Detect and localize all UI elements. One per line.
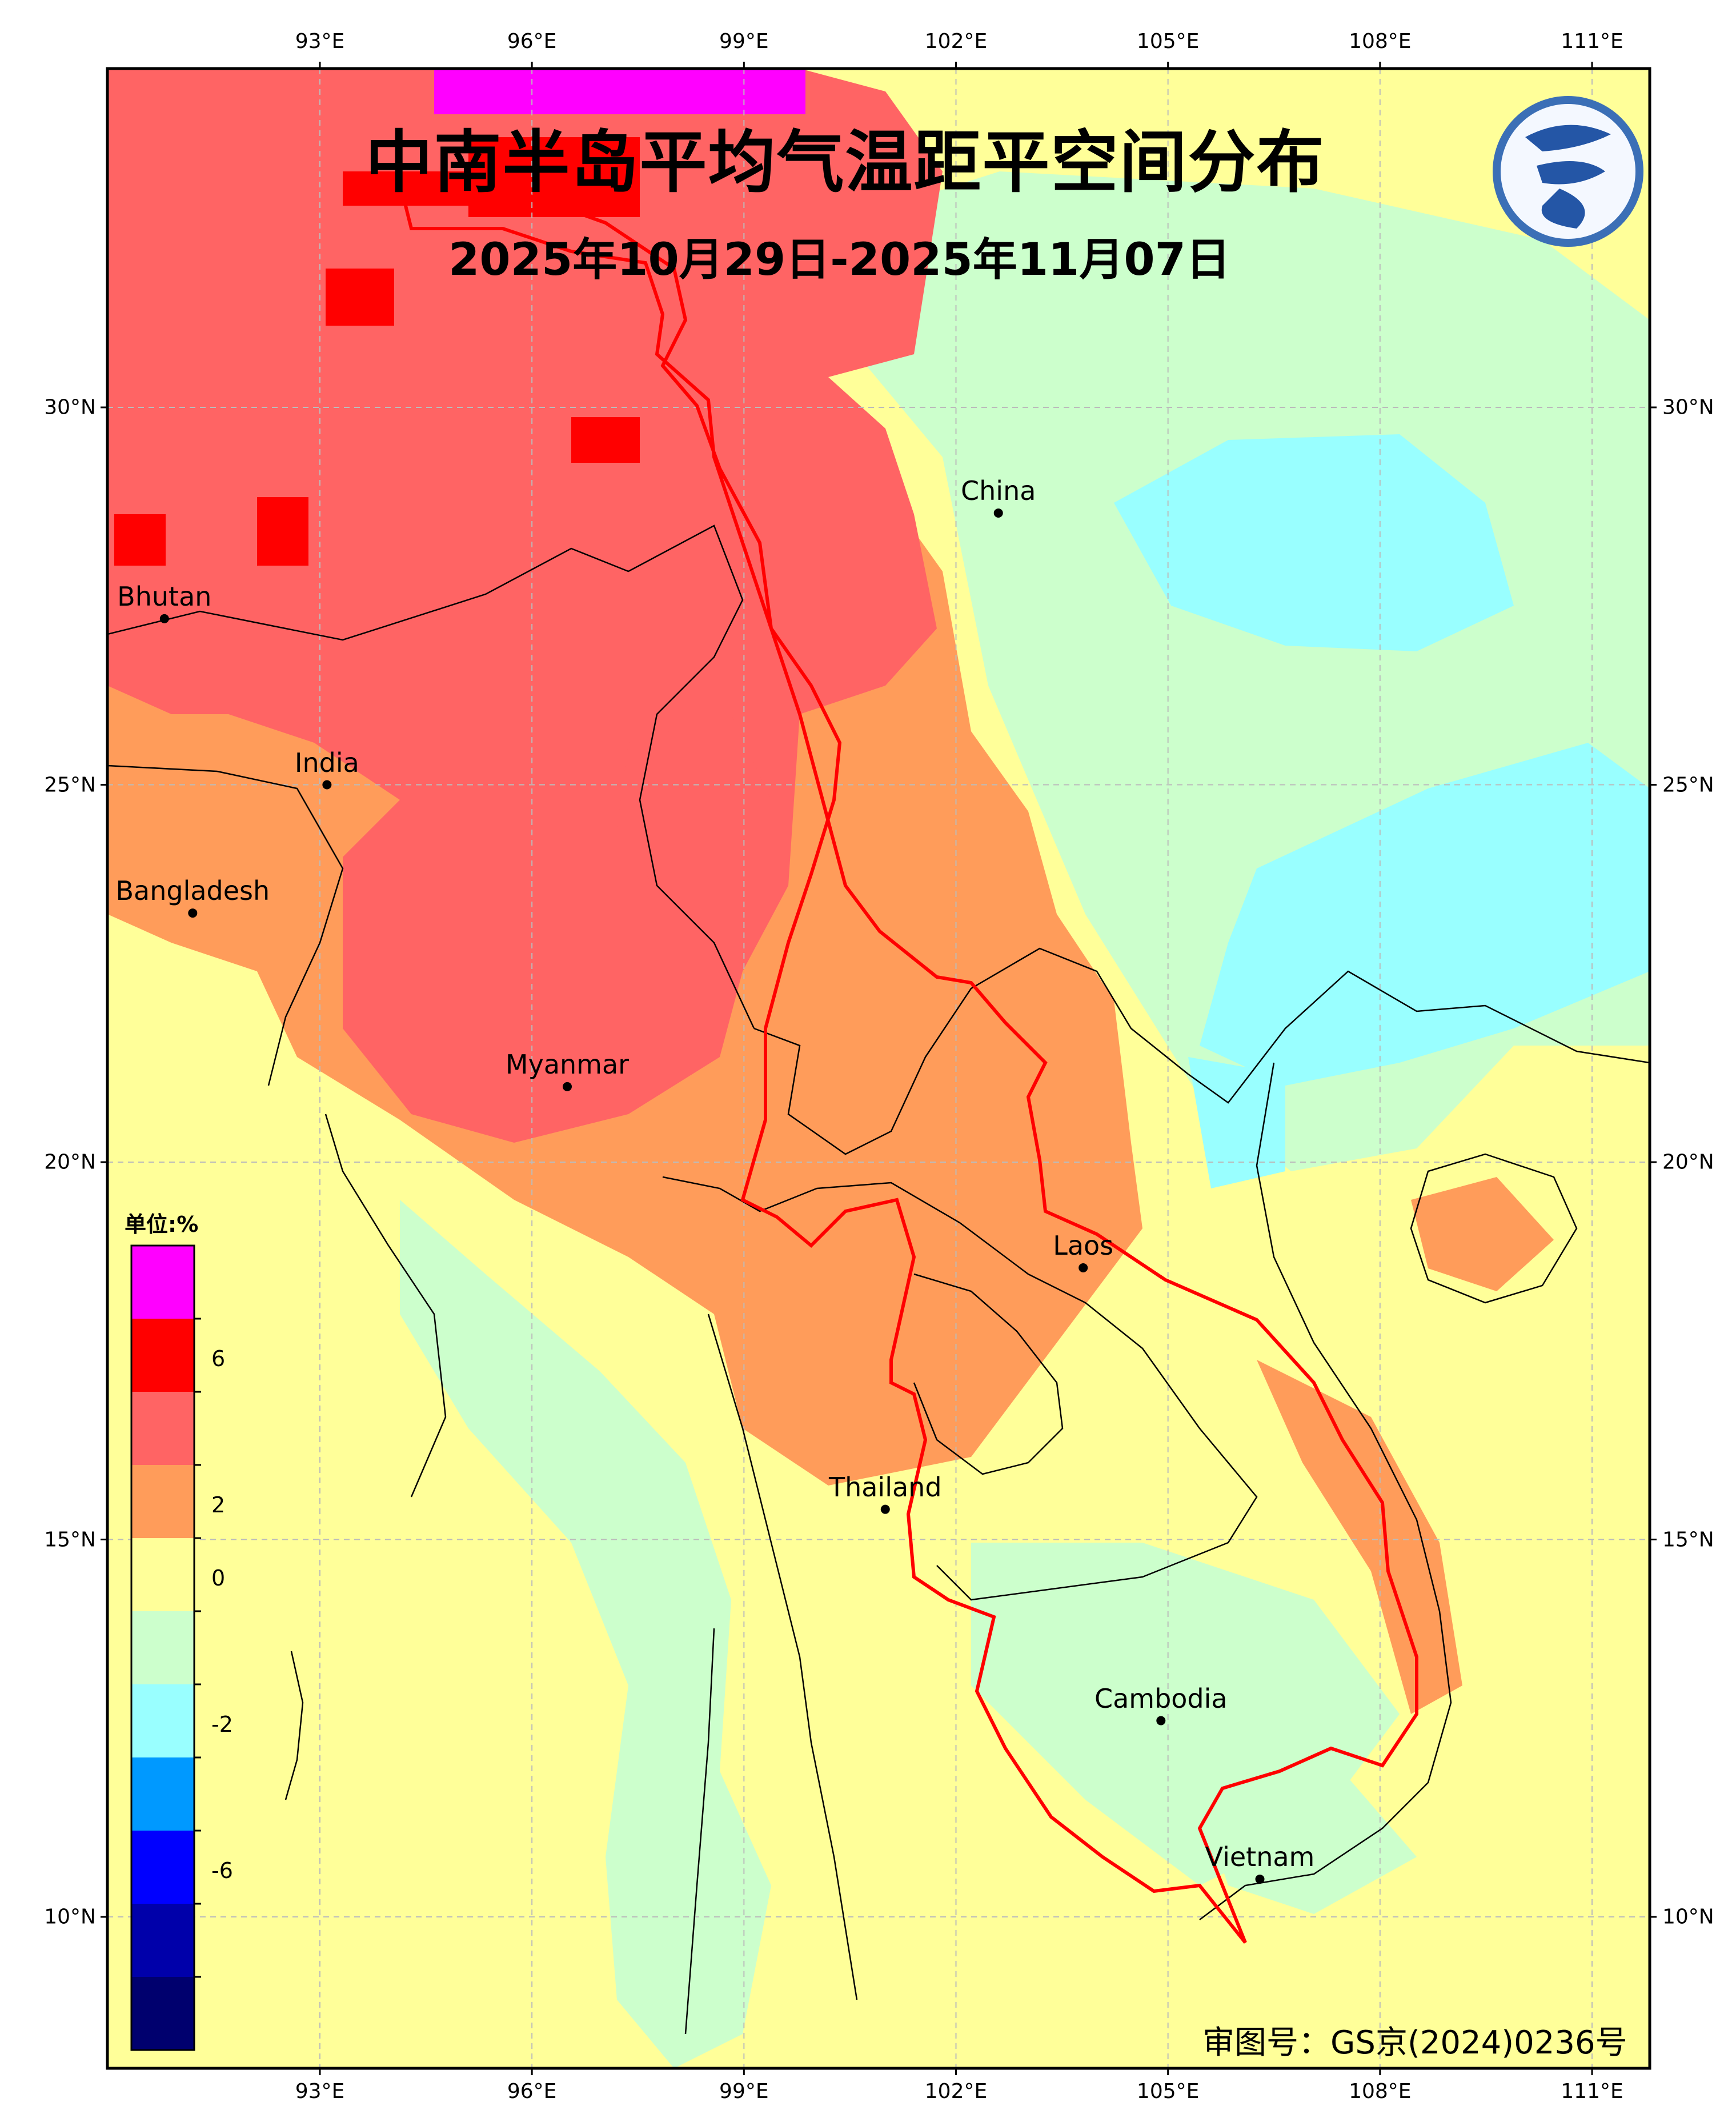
axis-ticks <box>101 62 1657 2075</box>
legend-tick-label: -2 <box>211 1712 233 1737</box>
lon-tick-label-bottom: 93°E <box>295 2080 345 2103</box>
anomaly-field-4-6 <box>326 269 394 326</box>
lon-tick-label-bottom: 105°E <box>1136 2080 1200 2103</box>
map-title: 中南半岛平均气温距平空间分布 <box>365 123 1325 202</box>
approval-number: 审图号：GS京(2024)0236号 <box>1202 2024 1627 2061</box>
city-label: Vietnam <box>1205 1841 1315 1872</box>
cma-logo-icon <box>1493 96 1643 247</box>
lat-tick-label-right: 25°N <box>1662 773 1714 796</box>
legend-tick-label: 6 <box>211 1346 226 1371</box>
peninsula-border <box>398 181 1418 1944</box>
city-dot <box>159 614 169 623</box>
lon-tick-label-top: 93°E <box>295 30 345 53</box>
legend-swatch <box>131 1831 194 1904</box>
legend-frame <box>130 1244 195 2051</box>
legend-swatch <box>131 1538 194 1611</box>
legend-swatch <box>131 1684 194 1757</box>
lat-tick-label-left: 30°N <box>44 395 96 419</box>
city-dot <box>322 780 332 790</box>
anomaly-field-neg2-neg1 <box>1188 1057 1285 1188</box>
lon-tick-label-top: 108°E <box>1349 30 1412 53</box>
anomaly-field-4-6 <box>571 417 640 463</box>
lon-tick-label-bottom: 96°E <box>507 2080 557 2103</box>
city-dot <box>563 1082 572 1091</box>
legend-tick-label: 2 <box>211 1492 226 1518</box>
anomaly-field-1-2 <box>1411 1177 1554 1291</box>
city-label: Bhutan <box>117 580 212 612</box>
date-range: 2025年10月29日-2025年11月07日 <box>448 234 1230 286</box>
city-dot <box>1156 1716 1166 1725</box>
city-label: Cambodia <box>1094 1683 1228 1714</box>
city-label: Bangladesh <box>115 875 270 907</box>
city-dot <box>1255 1874 1265 1884</box>
anomaly-field-1-2 <box>1257 1360 1462 1714</box>
map-area <box>107 69 1650 2068</box>
city-label: China <box>961 475 1036 506</box>
city-label: India <box>294 747 359 778</box>
lon-tick-label-top: 105°E <box>1136 30 1200 53</box>
anomaly-field-neg1-0 <box>1200 1771 1417 1914</box>
anomaly-field-neg2-neg1 <box>1114 434 1514 651</box>
legend-swatch <box>131 1757 194 1831</box>
lon-tick-label-bottom: 102°E <box>924 2080 988 2103</box>
graticule <box>107 69 1650 2068</box>
lon-tick-label-top: 102°E <box>924 30 988 53</box>
lon-tick-label-top: 99°E <box>719 30 769 53</box>
lon-tick-label-top: 111°E <box>1561 30 1623 53</box>
city-label: Myanmar <box>505 1048 630 1080</box>
lat-tick-label-left: 10°N <box>44 1905 96 1929</box>
lon-tick-label-bottom: 99°E <box>719 2080 769 2103</box>
lat-tick-label-left: 15°N <box>44 1528 96 1551</box>
legend-swatch <box>131 1319 194 1392</box>
city-label: Laos <box>1053 1230 1114 1261</box>
city-dot <box>188 908 198 918</box>
legend-swatch <box>131 1246 194 1319</box>
city-markers <box>159 508 1265 1884</box>
anomaly-field-neg2-neg1 <box>1200 743 1650 1086</box>
legend-colorbar <box>130 1244 201 2051</box>
city-dot <box>880 1504 890 1514</box>
city-label: Thailand <box>828 1471 942 1503</box>
legend-swatch <box>131 1611 194 1684</box>
lat-tick-label-left: 20°N <box>44 1150 96 1174</box>
lat-tick-label-right: 20°N <box>1662 1150 1714 1174</box>
country-borders <box>107 525 1650 2035</box>
lon-tick-label-bottom: 111°E <box>1561 2080 1623 2103</box>
lat-tick-label-right: 10°N <box>1662 1905 1714 1929</box>
lon-tick-label-top: 96°E <box>507 30 557 53</box>
legend-tick-label: 0 <box>211 1566 226 1591</box>
legend-swatch <box>131 1392 194 1465</box>
anomaly-field-2-4 <box>617 714 771 914</box>
anomaly-field-neg1-0 <box>400 1200 771 2068</box>
lat-tick-label-right: 15°N <box>1662 1528 1714 1551</box>
city-dot <box>993 508 1003 518</box>
legend-tick-label: -6 <box>211 1858 233 1883</box>
lon-tick-label-bottom: 108°E <box>1349 2080 1412 2103</box>
legend-swatch <box>131 1465 194 1538</box>
city-dot <box>1079 1263 1088 1272</box>
legend-unit: 单位:% <box>125 1212 199 1237</box>
anomaly-field-4-6 <box>114 514 166 566</box>
map-frame <box>106 67 1651 2070</box>
anomaly-field-4-6 <box>257 497 308 566</box>
legend-swatch <box>131 1904 194 1977</box>
lat-tick-label-right: 30°N <box>1662 395 1714 419</box>
legend-swatch <box>131 1977 194 2050</box>
lat-tick-label-left: 25°N <box>44 773 96 796</box>
